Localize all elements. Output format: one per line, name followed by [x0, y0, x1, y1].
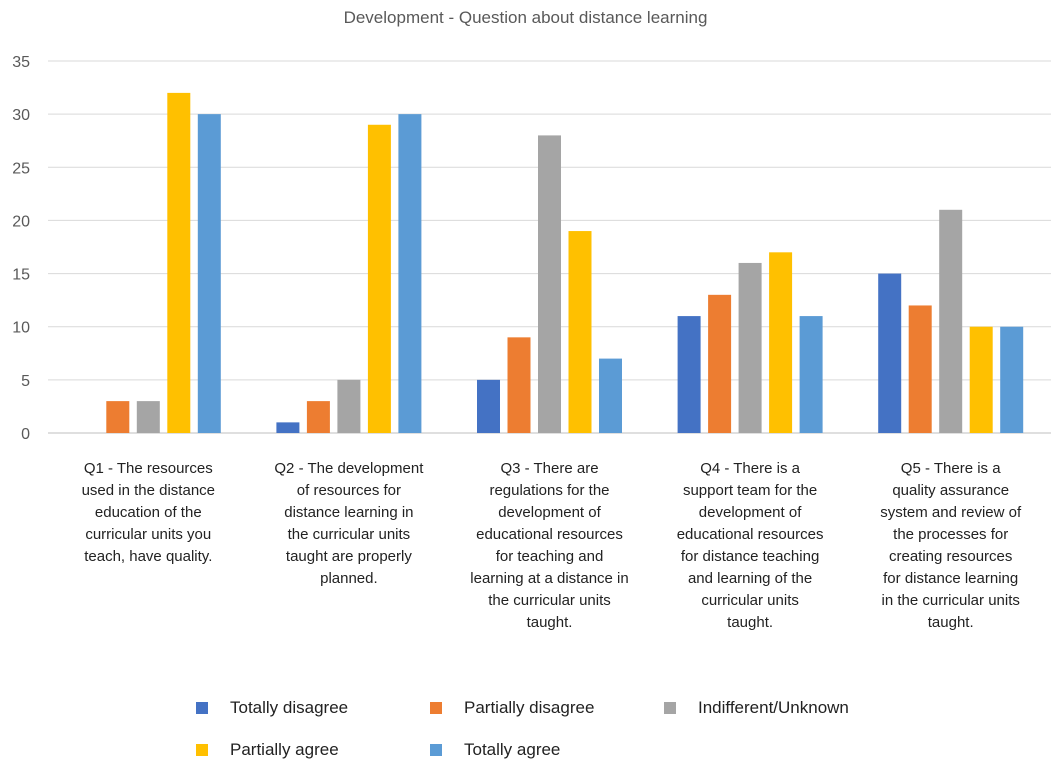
bar-q3-series-2 — [507, 337, 531, 433]
bar-q3-series-4 — [568, 231, 592, 433]
category-label-line: Q4 - There is a — [700, 460, 800, 477]
bar-q2-series-4 — [367, 124, 391, 434]
bar-q4-series-3 — [738, 262, 762, 433]
bar-q2-series-5 — [398, 114, 422, 434]
legend-label: Indifferent/Unknown — [698, 698, 849, 717]
bar-q5-series-3 — [939, 209, 963, 433]
category-label-line: educational resources — [476, 526, 623, 543]
category-label-line: Q1 - The resources — [83, 460, 213, 477]
y-tick-label: 5 — [21, 373, 30, 390]
category-label: Q5 - There is a quality assurance system a… — [856, 458, 1046, 634]
y-tick-label: 20 — [12, 213, 30, 230]
category-label-line: Q5 - There is a — [900, 460, 1001, 477]
bar-q3-series-3 — [538, 135, 561, 433]
category-label-line: Q2 - The development — [274, 460, 424, 477]
legend-item: Indifferent/Unknown — [664, 698, 849, 718]
category-label-line: for teaching and — [495, 548, 604, 565]
y-tick-label: 10 — [12, 320, 30, 337]
category-label-line: curricular units — [701, 592, 799, 609]
bar-q3-series-1 — [477, 379, 500, 433]
legend-swatch — [430, 744, 442, 756]
category-label: Q2 - The development of resources for dist… — [254, 458, 444, 590]
category-label-line: planned. — [320, 570, 378, 587]
category-label-line: and learning of the — [687, 570, 813, 587]
category-label-line: used in the distance — [81, 482, 216, 499]
category-label-line: quality assurance — [892, 482, 1010, 499]
legend-swatch — [196, 702, 208, 714]
legend-label: Totally disagree — [230, 698, 349, 717]
chart-title: Development - Question about distance le… — [343, 8, 708, 27]
legend-label: Partially agree — [230, 740, 339, 759]
y-tick-label: 25 — [12, 160, 30, 177]
legend-item: Partially disagree — [430, 698, 594, 718]
bar-q4-series-4 — [769, 252, 793, 433]
bar-q2-series-3 — [337, 379, 361, 433]
bar-q1-series-2 — [106, 401, 130, 433]
category-label-line: taught are properly — [285, 548, 412, 565]
bar-q5-series-1 — [878, 273, 902, 433]
category-label-line: taught. — [927, 614, 974, 631]
legend-label: Totally agree — [464, 740, 561, 759]
category-label-line: Q3 - There are — [500, 460, 599, 477]
category-label-line: system and review of — [880, 504, 1022, 521]
category-label-line: educational resources — [676, 526, 824, 543]
bar-q3-series-5 — [599, 358, 622, 433]
legend-item: Totally disagree — [196, 698, 348, 718]
category-label-line: education of the — [94, 504, 202, 521]
y-tick-label: 15 — [12, 267, 30, 284]
legend-label: Partially disagree — [464, 698, 595, 717]
bar-q1-series-5 — [197, 114, 221, 434]
legend-swatch — [430, 702, 442, 714]
category-label-line: support team for the — [682, 482, 818, 499]
category-label-line: the curricular units — [287, 526, 411, 543]
category-label-line: creating resources — [888, 548, 1013, 565]
legend-item: Totally agree — [430, 740, 560, 760]
bar-q5-series-5 — [1000, 326, 1024, 433]
bar-q5-series-4 — [969, 326, 993, 433]
bar-q4-series-1 — [677, 316, 701, 433]
category-label-line: for distance learning — [883, 570, 1019, 587]
category-label-line: learning at a distance in — [470, 570, 629, 587]
category-label-line: in the curricular units — [881, 592, 1020, 609]
legend-swatch — [196, 744, 208, 756]
bar-q1-series-4 — [167, 92, 191, 433]
category-label: Q1 - The resources used in the distance ed… — [53, 458, 243, 568]
category-label-line: taught. — [727, 614, 774, 631]
y-tick-label: 0 — [21, 426, 30, 443]
category-label-line: of resources for — [296, 482, 401, 499]
bar-q5-series-2 — [908, 305, 932, 433]
bar-q4-series-5 — [799, 316, 823, 433]
bar-q2-series-2 — [306, 401, 330, 433]
y-tick-label: 30 — [12, 107, 30, 124]
category-label-line: regulations for the — [489, 482, 610, 499]
y-tick-label: 35 — [12, 54, 30, 71]
category-label-line: development of — [698, 504, 802, 521]
category-label: Q3 - There are regulations for the develop… — [455, 458, 645, 634]
category-label-line: development of — [498, 504, 601, 521]
bar-q1-series-3 — [136, 401, 160, 433]
category-label-line: teach, have quality. — [84, 548, 213, 565]
legend-item: Partially agree — [196, 740, 339, 760]
category-label-line: the processes for — [893, 526, 1009, 543]
bar-q2-series-1 — [276, 422, 300, 433]
category-label-line: distance learning in — [284, 504, 414, 521]
legend-swatch — [664, 702, 676, 714]
bar-q4-series-2 — [708, 294, 732, 433]
category-label-line: the curricular units — [488, 592, 611, 609]
category-label-line: taught. — [526, 614, 573, 631]
category-label: Q4 - There is a support team for the devel… — [655, 458, 845, 634]
category-label-line: for distance teaching — [680, 548, 820, 565]
category-label-line: curricular units you — [85, 526, 212, 543]
